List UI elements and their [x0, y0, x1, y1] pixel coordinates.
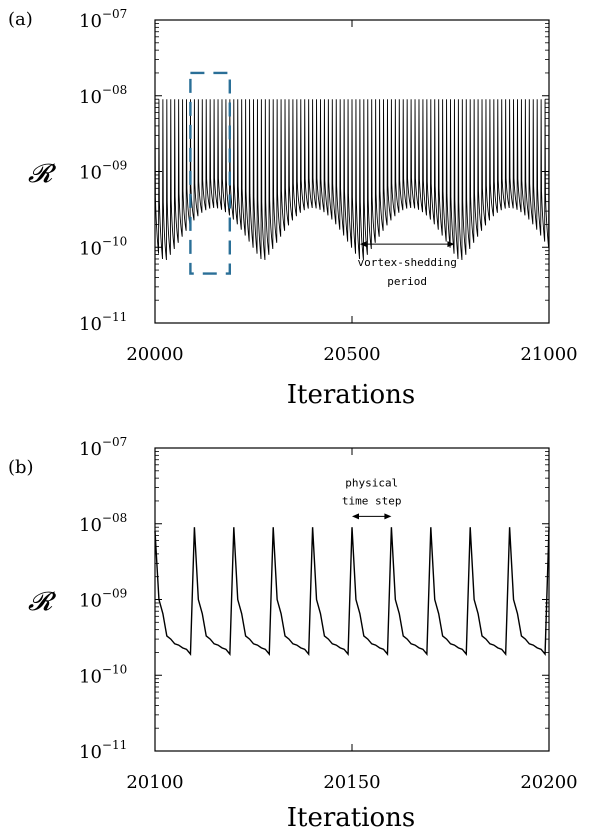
- y-tick-label: 10−10: [79, 234, 127, 259]
- panel-b-ticks: [155, 448, 549, 751]
- panel-a-annotation-vortex-shedding: vortex-shedding period: [189, 71, 457, 288]
- y-tick-label: 10−09: [79, 587, 127, 612]
- residual-series-line: [154, 527, 550, 657]
- y-tick-label: 10−08: [79, 83, 127, 108]
- panel-a-label: (a): [8, 9, 33, 30]
- arrowhead-left: [352, 513, 359, 520]
- y-tick-label: 10−09: [79, 159, 127, 184]
- panel-a-plot-area: [154, 99, 550, 260]
- panel-a-y-tick-labels: 10−07 10−08 10−09 10−10 10−11: [79, 7, 127, 335]
- x-tick-label: 20200: [520, 772, 577, 793]
- arrowhead-right: [447, 241, 455, 248]
- panel-b-x-tick-labels: 20100 20150 20200: [126, 772, 577, 793]
- arrowhead-right: [384, 513, 392, 520]
- panel-b-x-axis-label: Iterations: [287, 803, 416, 833]
- panel-a-x-axis-label: Iterations: [287, 380, 416, 410]
- y-tick-label: 10−08: [79, 511, 127, 536]
- y-tick-label: 10−11: [79, 310, 127, 335]
- panel-b-y-tick-labels: 10−07 10−08 10−09 10−10 10−11: [79, 435, 127, 763]
- panel-b-label: (b): [8, 457, 34, 478]
- x-tick-label: 20500: [323, 344, 380, 365]
- panel-a-ticks: [155, 20, 549, 323]
- panel-a: (a) 10−07 10−08 10−09 10−10 10−11 20000 20500…: [8, 7, 578, 410]
- annotation-text: vortex-shedding: [357, 256, 456, 269]
- y-tick-label: 10−10: [79, 662, 127, 687]
- panel-b-y-axis-label: 𝓡: [28, 587, 57, 617]
- y-tick-label: 10−07: [79, 435, 127, 460]
- x-tick-label: 21000: [520, 344, 577, 365]
- annotation-text: period: [387, 275, 427, 288]
- zoom-highlight-box: [189, 71, 231, 275]
- panel-a-x-tick-labels: 20000 20500 21000: [126, 344, 577, 365]
- annotation-text: physical: [345, 476, 398, 489]
- x-tick-label: 20000: [126, 344, 183, 365]
- residual-series-line: [154, 99, 550, 260]
- y-tick-label: 10−07: [79, 7, 127, 32]
- x-tick-label: 20100: [126, 772, 183, 793]
- annotation-text: time step: [342, 494, 402, 507]
- panel-b: (b) 10−07 10−08 10−09 10−10 10−11 20100 20150…: [8, 435, 578, 833]
- arrowhead-left: [359, 241, 367, 248]
- panel-b-plot-area: [154, 527, 550, 657]
- x-tick-label: 20150: [323, 772, 380, 793]
- y-tick-label: 10−11: [79, 738, 127, 763]
- panel-b-annotation-time-step: physical time step: [342, 476, 402, 520]
- panel-a-y-axis-label: 𝓡: [28, 159, 57, 189]
